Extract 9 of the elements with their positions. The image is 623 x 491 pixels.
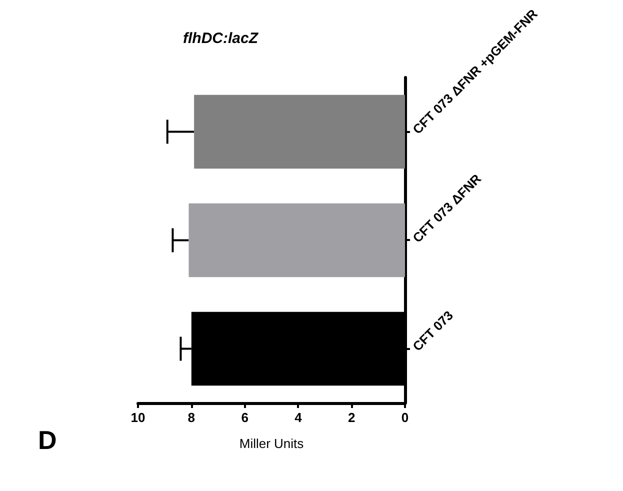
x-tick-label: 2 xyxy=(348,410,356,425)
chart-title: flhDC:lacZ xyxy=(183,30,259,47)
x-tick-label: 4 xyxy=(294,410,303,425)
x-tick-label: 8 xyxy=(188,410,196,425)
x-tick-label: 0 xyxy=(401,410,409,425)
x-tick-label: 10 xyxy=(130,410,146,425)
x-tick-label: 6 xyxy=(241,410,248,425)
x-axis-title: Miller Units xyxy=(239,436,304,451)
text: D xyxy=(38,425,57,455)
